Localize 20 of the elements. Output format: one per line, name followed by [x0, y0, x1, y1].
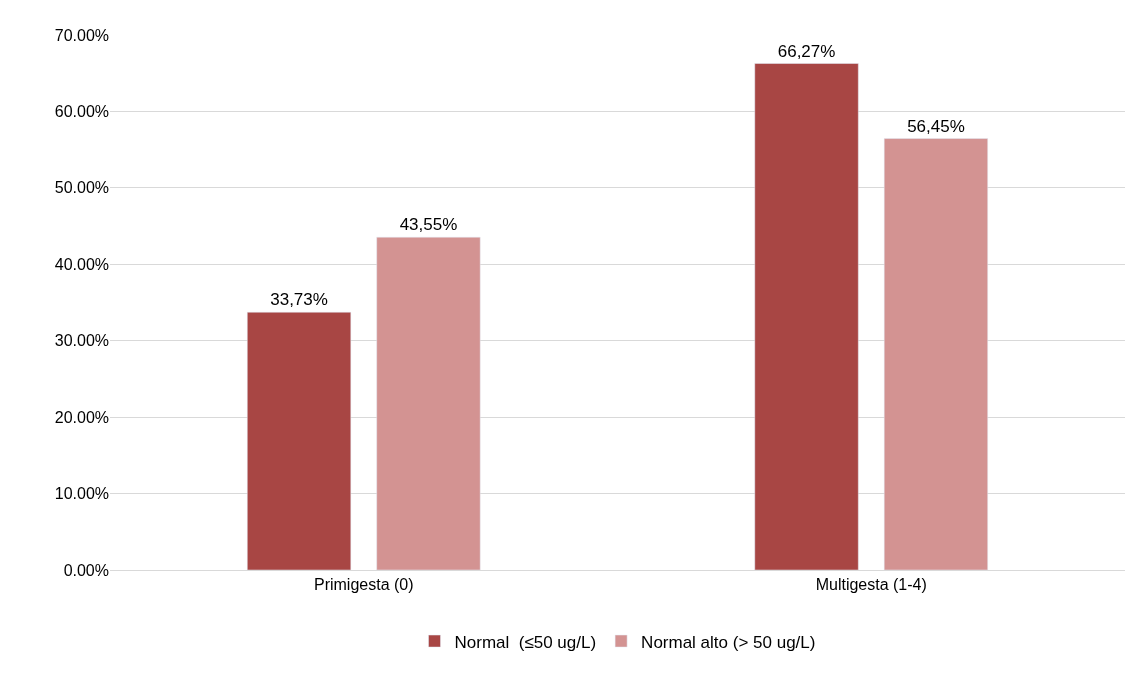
data-label: 56,45% — [907, 116, 965, 136]
y-tick-label: 30.00% — [54, 332, 109, 350]
y-tick-label: 50.00% — [54, 179, 109, 197]
bar — [754, 63, 859, 570]
data-label: 33,73% — [270, 290, 328, 310]
x-tick-label: Primigesta (0) — [313, 576, 414, 594]
y-tick-label: 10.00% — [54, 485, 109, 503]
y-tick-label: 0.00% — [63, 561, 109, 579]
bar — [247, 311, 352, 570]
legend-label: Normal alto (> 50 ug/L) — [641, 632, 816, 652]
data-label: 43,55% — [399, 215, 458, 235]
y-tick-label: 70.00% — [54, 26, 109, 44]
bar — [376, 236, 481, 570]
y-tick-label: 60.00% — [54, 103, 109, 121]
data-label: 66,27% — [777, 41, 836, 61]
y-tick-label: 40.00% — [54, 255, 109, 273]
legend-label: Normal (≤50 ug/L) — [454, 632, 597, 652]
x-tick-label: Multigesta (1-4) — [815, 576, 927, 594]
bar — [883, 138, 988, 570]
y-tick-label: 20.00% — [54, 408, 109, 426]
